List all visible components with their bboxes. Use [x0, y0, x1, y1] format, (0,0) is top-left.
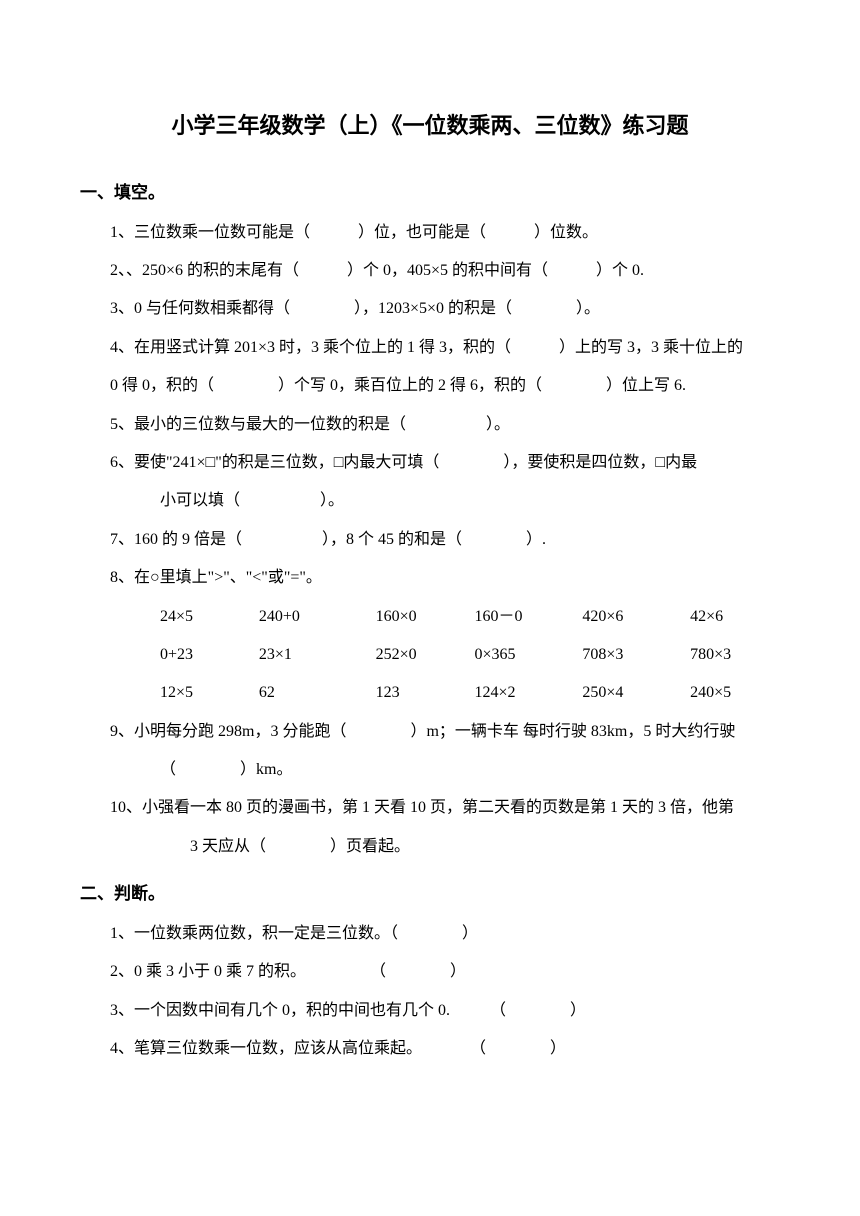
q1-6b: 小可以填（ ）。: [80, 482, 780, 520]
q1-9b: （ ）km。: [80, 751, 780, 789]
comp-cell: 420×6: [582, 598, 690, 636]
comp-cell: 123: [376, 674, 475, 712]
q1-3: 3、0 与任何数相乘都得（ ），1203×5×0 的积是（ ）。: [80, 290, 780, 328]
q2-1: 1、一位数乘两位数，积一定是三位数。（ ）: [80, 915, 780, 953]
comp-cell: 240+0: [259, 598, 376, 636]
q1-10: 10、小强看一本 80 页的漫画书，第 1 天看 10 页，第二天看的页数是第 …: [80, 789, 780, 827]
q1-8: 8、在○里填上">"、"<"或"="。: [80, 559, 780, 597]
q1-4: 4、在用竖式计算 201×3 时，3 乘个位上的 1 得 3，积的（ ）上的写 …: [80, 329, 780, 367]
section1-header: 一、填空。: [80, 173, 780, 214]
q1-4b: 0 得 0，积的（ ）个写 0，乘百位上的 2 得 6，积的（ ）位上写 6.: [80, 367, 780, 405]
comp-cell: 0+23: [160, 636, 259, 674]
q1-9: 9、小明每分跑 298m，3 分能跑（ ）m；一辆卡车 每时行驶 83km，5 …: [80, 713, 780, 751]
q1-5: 5、最小的三位数与最大的一位数的积是（ ）。: [80, 406, 780, 444]
q1-1: 1、三位数乘一位数可能是（ ）位，也可能是（ ）位数。: [80, 214, 780, 252]
comp-cell: 160－0: [475, 598, 583, 636]
page-title: 小学三年级数学（上）《一位数乘两、三位数》练习题: [80, 100, 780, 153]
comp-cell: 62: [259, 674, 376, 712]
comp-cell: 42×6: [690, 598, 780, 636]
comparison-row-1: 24×5 240+0 160×0 160－0 420×6 42×6: [80, 598, 780, 636]
section2-header: 二、判断。: [80, 874, 780, 915]
comp-cell: 23×1: [259, 636, 376, 674]
comp-cell: 160×0: [376, 598, 475, 636]
q1-6: 6、要使"241×□"的积是三位数，□内最大可填（ ），要使积是四位数，□内最: [80, 444, 780, 482]
comp-cell: 0×365: [475, 636, 583, 674]
comparison-row-3: 12×5 62 123 124×2 250×4 240×5: [80, 674, 780, 712]
q1-7: 7、160 的 9 倍是（ ），8 个 45 的和是（ ）.: [80, 521, 780, 559]
q2-2: 2、0 乘 3 小于 0 乘 7 的积。 （ ）: [80, 953, 780, 991]
comp-cell: 124×2: [475, 674, 583, 712]
comp-cell: 250×4: [582, 674, 690, 712]
q2-3: 3、一个因数中间有几个 0，积的中间也有几个 0. （ ）: [80, 992, 780, 1030]
comp-cell: 24×5: [160, 598, 259, 636]
q1-10b: 3 天应从（ ）页看起。: [80, 828, 780, 866]
comp-cell: 708×3: [582, 636, 690, 674]
comp-cell: 252×0: [376, 636, 475, 674]
comp-cell: 12×5: [160, 674, 259, 712]
q2-4: 4、笔算三位数乘一位数，应该从高位乘起。 （ ）: [80, 1030, 780, 1068]
q1-2: 2、、250×6 的积的末尾有（ ）个 0，405×5 的积中间有（ ）个 0.: [80, 252, 780, 290]
comp-cell: 780×3: [690, 636, 780, 674]
comparison-row-2: 0+23 23×1 252×0 0×365 708×3 780×3: [80, 636, 780, 674]
comp-cell: 240×5: [690, 674, 780, 712]
